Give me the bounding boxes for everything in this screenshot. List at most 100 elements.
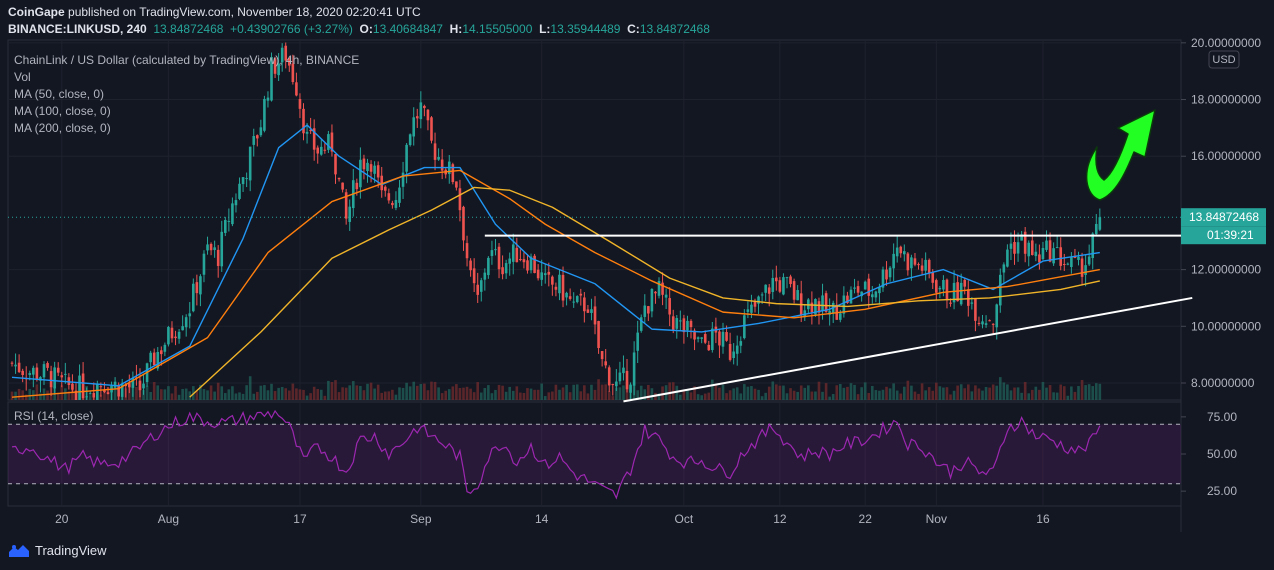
volume-bar [796, 391, 799, 400]
volume-bar [526, 388, 529, 400]
candle-body [440, 159, 444, 171]
candle-body [977, 322, 981, 325]
candle-body [1052, 248, 1055, 264]
volume-bar [195, 391, 199, 400]
volume-bar [714, 384, 718, 400]
volume-bar [344, 387, 348, 400]
candle-body [853, 287, 856, 289]
candle-body [945, 279, 949, 301]
candle-body [380, 175, 384, 191]
volume-bar [174, 386, 177, 400]
volume-bar [1048, 385, 1052, 400]
volume-bar [675, 385, 679, 400]
legend-title: ChainLink / US Dollar (calculated by Tra… [14, 53, 359, 67]
volume-bar [142, 389, 145, 400]
candle-body [430, 117, 433, 141]
candle-body [750, 304, 753, 313]
candle-body [767, 287, 771, 294]
candle-body [224, 220, 227, 233]
volume-bar [234, 393, 238, 400]
moving-averages [11, 124, 1100, 398]
volume-bar [657, 393, 661, 400]
candle-body [995, 304, 999, 328]
candle-body [181, 326, 184, 331]
x-tick-label: Aug [158, 512, 179, 526]
volume-bar [437, 387, 440, 400]
candle-body [764, 284, 767, 293]
volume-bar [167, 386, 170, 400]
tradingview-logo[interactable]: TradingView [8, 543, 107, 558]
volume-bar [462, 387, 465, 400]
candle-body [1062, 264, 1066, 266]
x-tick-label: Oct [675, 512, 694, 526]
volume-bar [163, 389, 167, 400]
volume-bar [878, 390, 881, 400]
candle-body [476, 284, 480, 295]
volume-bar [1084, 385, 1087, 400]
candle-body [319, 146, 323, 155]
candle-body [426, 109, 430, 121]
volume-bar [849, 383, 853, 400]
volume-bar [1062, 386, 1066, 400]
volume-bar [1070, 386, 1073, 400]
volume-bar [362, 390, 366, 400]
volume-bar [24, 394, 28, 400]
volume-bar [583, 385, 586, 400]
volume-bar [817, 381, 821, 400]
currency-box[interactable]: USD [1208, 50, 1240, 69]
volume-bar [831, 394, 835, 400]
candle-body [622, 367, 625, 374]
candle-body [778, 280, 782, 292]
volume-bar [103, 390, 106, 400]
candle-body [1013, 241, 1016, 254]
y-tick-label: 20.00000000 [1191, 36, 1261, 50]
volume-bar [366, 383, 369, 400]
candle-body [1059, 247, 1063, 266]
candle-body [888, 267, 892, 278]
candle-body [35, 367, 39, 380]
candle-body [981, 321, 984, 325]
volume-bar [746, 386, 750, 400]
volume-bar [995, 385, 999, 400]
candle-body [579, 293, 583, 296]
volume-bar [590, 384, 593, 400]
candle-body [696, 337, 700, 339]
candle-body [245, 178, 248, 180]
candle-body [590, 309, 593, 313]
candle-body [504, 263, 508, 274]
volume-bar [1080, 380, 1084, 400]
volume-bar [682, 391, 686, 400]
candle-body [501, 267, 504, 275]
candle-body [554, 286, 558, 290]
candle-body [604, 361, 607, 366]
volume-bar [302, 389, 305, 400]
volume-bar [558, 389, 561, 400]
candle-body [483, 272, 487, 280]
volume-bar [430, 381, 433, 400]
volume-bar [504, 391, 508, 400]
candle-body [817, 301, 821, 313]
candle-body [295, 82, 298, 96]
candle-body [1009, 243, 1013, 249]
volume-bar [607, 391, 611, 400]
volume-bar [152, 381, 156, 400]
candle-body [679, 320, 682, 322]
volume-bar [1023, 382, 1027, 400]
volume-bar [974, 385, 977, 400]
volume-bar [213, 391, 216, 400]
candle-body [266, 97, 270, 101]
candle-body [913, 258, 917, 265]
candle-body [270, 57, 273, 101]
candle-body [462, 206, 465, 241]
candle-body [522, 259, 526, 263]
low-value: 13.35944489 [550, 22, 621, 36]
rsi-line [11, 409, 1101, 500]
candle-body [988, 320, 991, 322]
candle-body [327, 134, 330, 150]
candle-body [856, 286, 860, 293]
bullish-arrow [1085, 109, 1156, 201]
candle-body [511, 244, 515, 262]
volume-bar [679, 394, 682, 400]
volume-bar [145, 385, 149, 400]
